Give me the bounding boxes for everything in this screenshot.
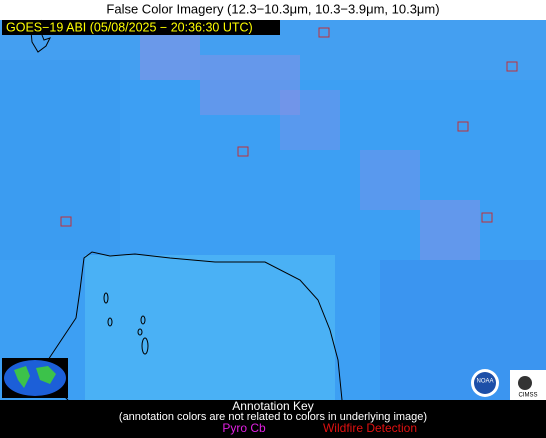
key-note: (annotation colors are not related to co… bbox=[119, 411, 427, 423]
cloud bbox=[140, 30, 200, 80]
cloud bbox=[0, 60, 120, 260]
noaa-logo: NOAA bbox=[471, 369, 499, 397]
cimss-mark bbox=[518, 376, 532, 390]
noaa-disc bbox=[474, 372, 496, 394]
coastline bbox=[103, 292, 109, 304]
fire-box bbox=[237, 146, 249, 157]
overlay-box bbox=[2, 20, 280, 35]
key-item: Wildfire Detection bbox=[323, 421, 417, 435]
fire-detections bbox=[60, 27, 518, 227]
globe-land bbox=[14, 366, 56, 388]
globe-ocean bbox=[4, 360, 66, 396]
fire-box bbox=[481, 212, 493, 223]
fire-box bbox=[457, 121, 469, 132]
cimss-label: CIMSS bbox=[518, 393, 537, 399]
coastline bbox=[140, 315, 146, 325]
coastline bbox=[107, 317, 113, 327]
fire-box bbox=[318, 27, 330, 38]
title: False Color Imagery (12.3−10.3μm, 10.3−3… bbox=[106, 1, 439, 16]
key-title: Annotation Key bbox=[232, 399, 313, 413]
fire-box bbox=[60, 216, 72, 227]
cloud bbox=[200, 55, 300, 115]
cloud bbox=[360, 150, 420, 210]
cloud bbox=[280, 90, 340, 150]
key-panel bbox=[0, 400, 546, 438]
coastline bbox=[141, 337, 149, 355]
coastline bbox=[137, 328, 143, 336]
key-item: Pyro Cb bbox=[222, 421, 266, 435]
overlay-label: GOES−19 ABI (05/08/2025 − 20:36:30 UTC) bbox=[6, 20, 253, 34]
fire-box bbox=[506, 61, 518, 72]
coastline bbox=[39, 251, 343, 401]
globe bbox=[2, 358, 68, 398]
cimss-logo: CIMSS bbox=[510, 370, 546, 400]
land bbox=[85, 255, 335, 400]
noaa-label: NOAA bbox=[476, 379, 493, 385]
imagery bbox=[0, 19, 546, 401]
cloud bbox=[420, 200, 480, 260]
